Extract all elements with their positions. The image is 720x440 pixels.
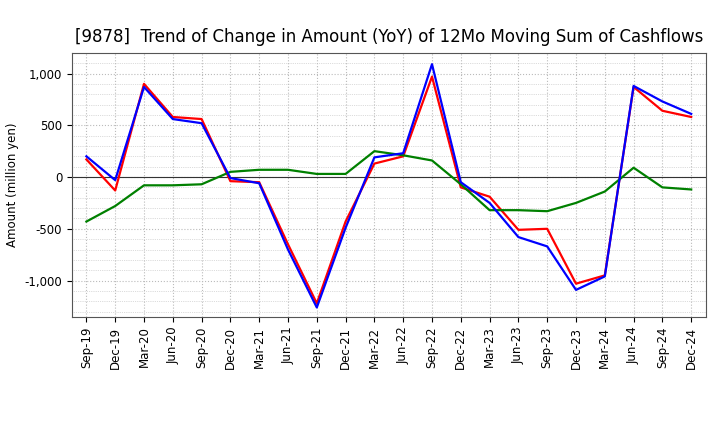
Operating Cashflow <box>255 180 264 185</box>
Investing Cashflow <box>428 158 436 163</box>
Free Cashflow <box>514 235 523 240</box>
Operating Cashflow <box>197 117 206 122</box>
Line: Free Cashflow: Free Cashflow <box>86 64 691 308</box>
Operating Cashflow <box>168 114 177 120</box>
Operating Cashflow <box>456 185 465 190</box>
Investing Cashflow <box>168 183 177 188</box>
Free Cashflow <box>197 121 206 126</box>
Operating Cashflow <box>485 194 494 199</box>
Operating Cashflow <box>399 154 408 159</box>
Operating Cashflow <box>82 157 91 162</box>
Investing Cashflow <box>111 203 120 209</box>
Investing Cashflow <box>658 185 667 190</box>
Operating Cashflow <box>600 273 609 278</box>
Investing Cashflow <box>629 165 638 170</box>
Investing Cashflow <box>600 189 609 194</box>
Operating Cashflow <box>140 81 148 87</box>
Investing Cashflow <box>370 149 379 154</box>
Free Cashflow <box>140 84 148 90</box>
Operating Cashflow <box>312 301 321 306</box>
Free Cashflow <box>658 99 667 104</box>
Investing Cashflow <box>284 167 292 172</box>
Investing Cashflow <box>687 187 696 192</box>
Free Cashflow <box>226 176 235 181</box>
Operating Cashflow <box>111 188 120 193</box>
Operating Cashflow <box>284 242 292 247</box>
Free Cashflow <box>428 62 436 67</box>
Operating Cashflow <box>341 219 350 224</box>
Operating Cashflow <box>658 108 667 114</box>
Investing Cashflow <box>514 208 523 213</box>
Operating Cashflow <box>514 227 523 232</box>
Free Cashflow <box>572 287 580 293</box>
Free Cashflow <box>370 155 379 160</box>
Investing Cashflow <box>140 183 148 188</box>
Investing Cashflow <box>197 182 206 187</box>
Operating Cashflow <box>687 114 696 120</box>
Investing Cashflow <box>312 171 321 176</box>
Free Cashflow <box>456 180 465 185</box>
Free Cashflow <box>168 117 177 122</box>
Operating Cashflow <box>428 74 436 79</box>
Operating Cashflow <box>629 84 638 90</box>
Free Cashflow <box>485 200 494 205</box>
Investing Cashflow <box>543 209 552 214</box>
Investing Cashflow <box>399 153 408 158</box>
Investing Cashflow <box>485 208 494 213</box>
Operating Cashflow <box>370 161 379 166</box>
Free Cashflow <box>82 154 91 159</box>
Free Cashflow <box>600 274 609 279</box>
Free Cashflow <box>341 225 350 231</box>
Title: [9878]  Trend of Change in Amount (YoY) of 12Mo Moving Sum of Cashflows: [9878] Trend of Change in Amount (YoY) o… <box>75 28 703 46</box>
Investing Cashflow <box>255 167 264 172</box>
Free Cashflow <box>629 83 638 88</box>
Free Cashflow <box>111 177 120 183</box>
Operating Cashflow <box>572 281 580 286</box>
Investing Cashflow <box>572 200 580 205</box>
Free Cashflow <box>543 244 552 249</box>
Free Cashflow <box>255 180 264 186</box>
Free Cashflow <box>312 305 321 310</box>
Investing Cashflow <box>226 169 235 175</box>
Free Cashflow <box>399 150 408 156</box>
Investing Cashflow <box>82 219 91 224</box>
Line: Investing Cashflow: Investing Cashflow <box>86 151 691 222</box>
Line: Operating Cashflow: Operating Cashflow <box>86 77 691 303</box>
Free Cashflow <box>687 111 696 117</box>
Operating Cashflow <box>543 226 552 231</box>
Y-axis label: Amount (million yen): Amount (million yen) <box>6 123 19 247</box>
Investing Cashflow <box>341 171 350 176</box>
Operating Cashflow <box>226 179 235 184</box>
Free Cashflow <box>284 247 292 252</box>
Investing Cashflow <box>456 182 465 187</box>
